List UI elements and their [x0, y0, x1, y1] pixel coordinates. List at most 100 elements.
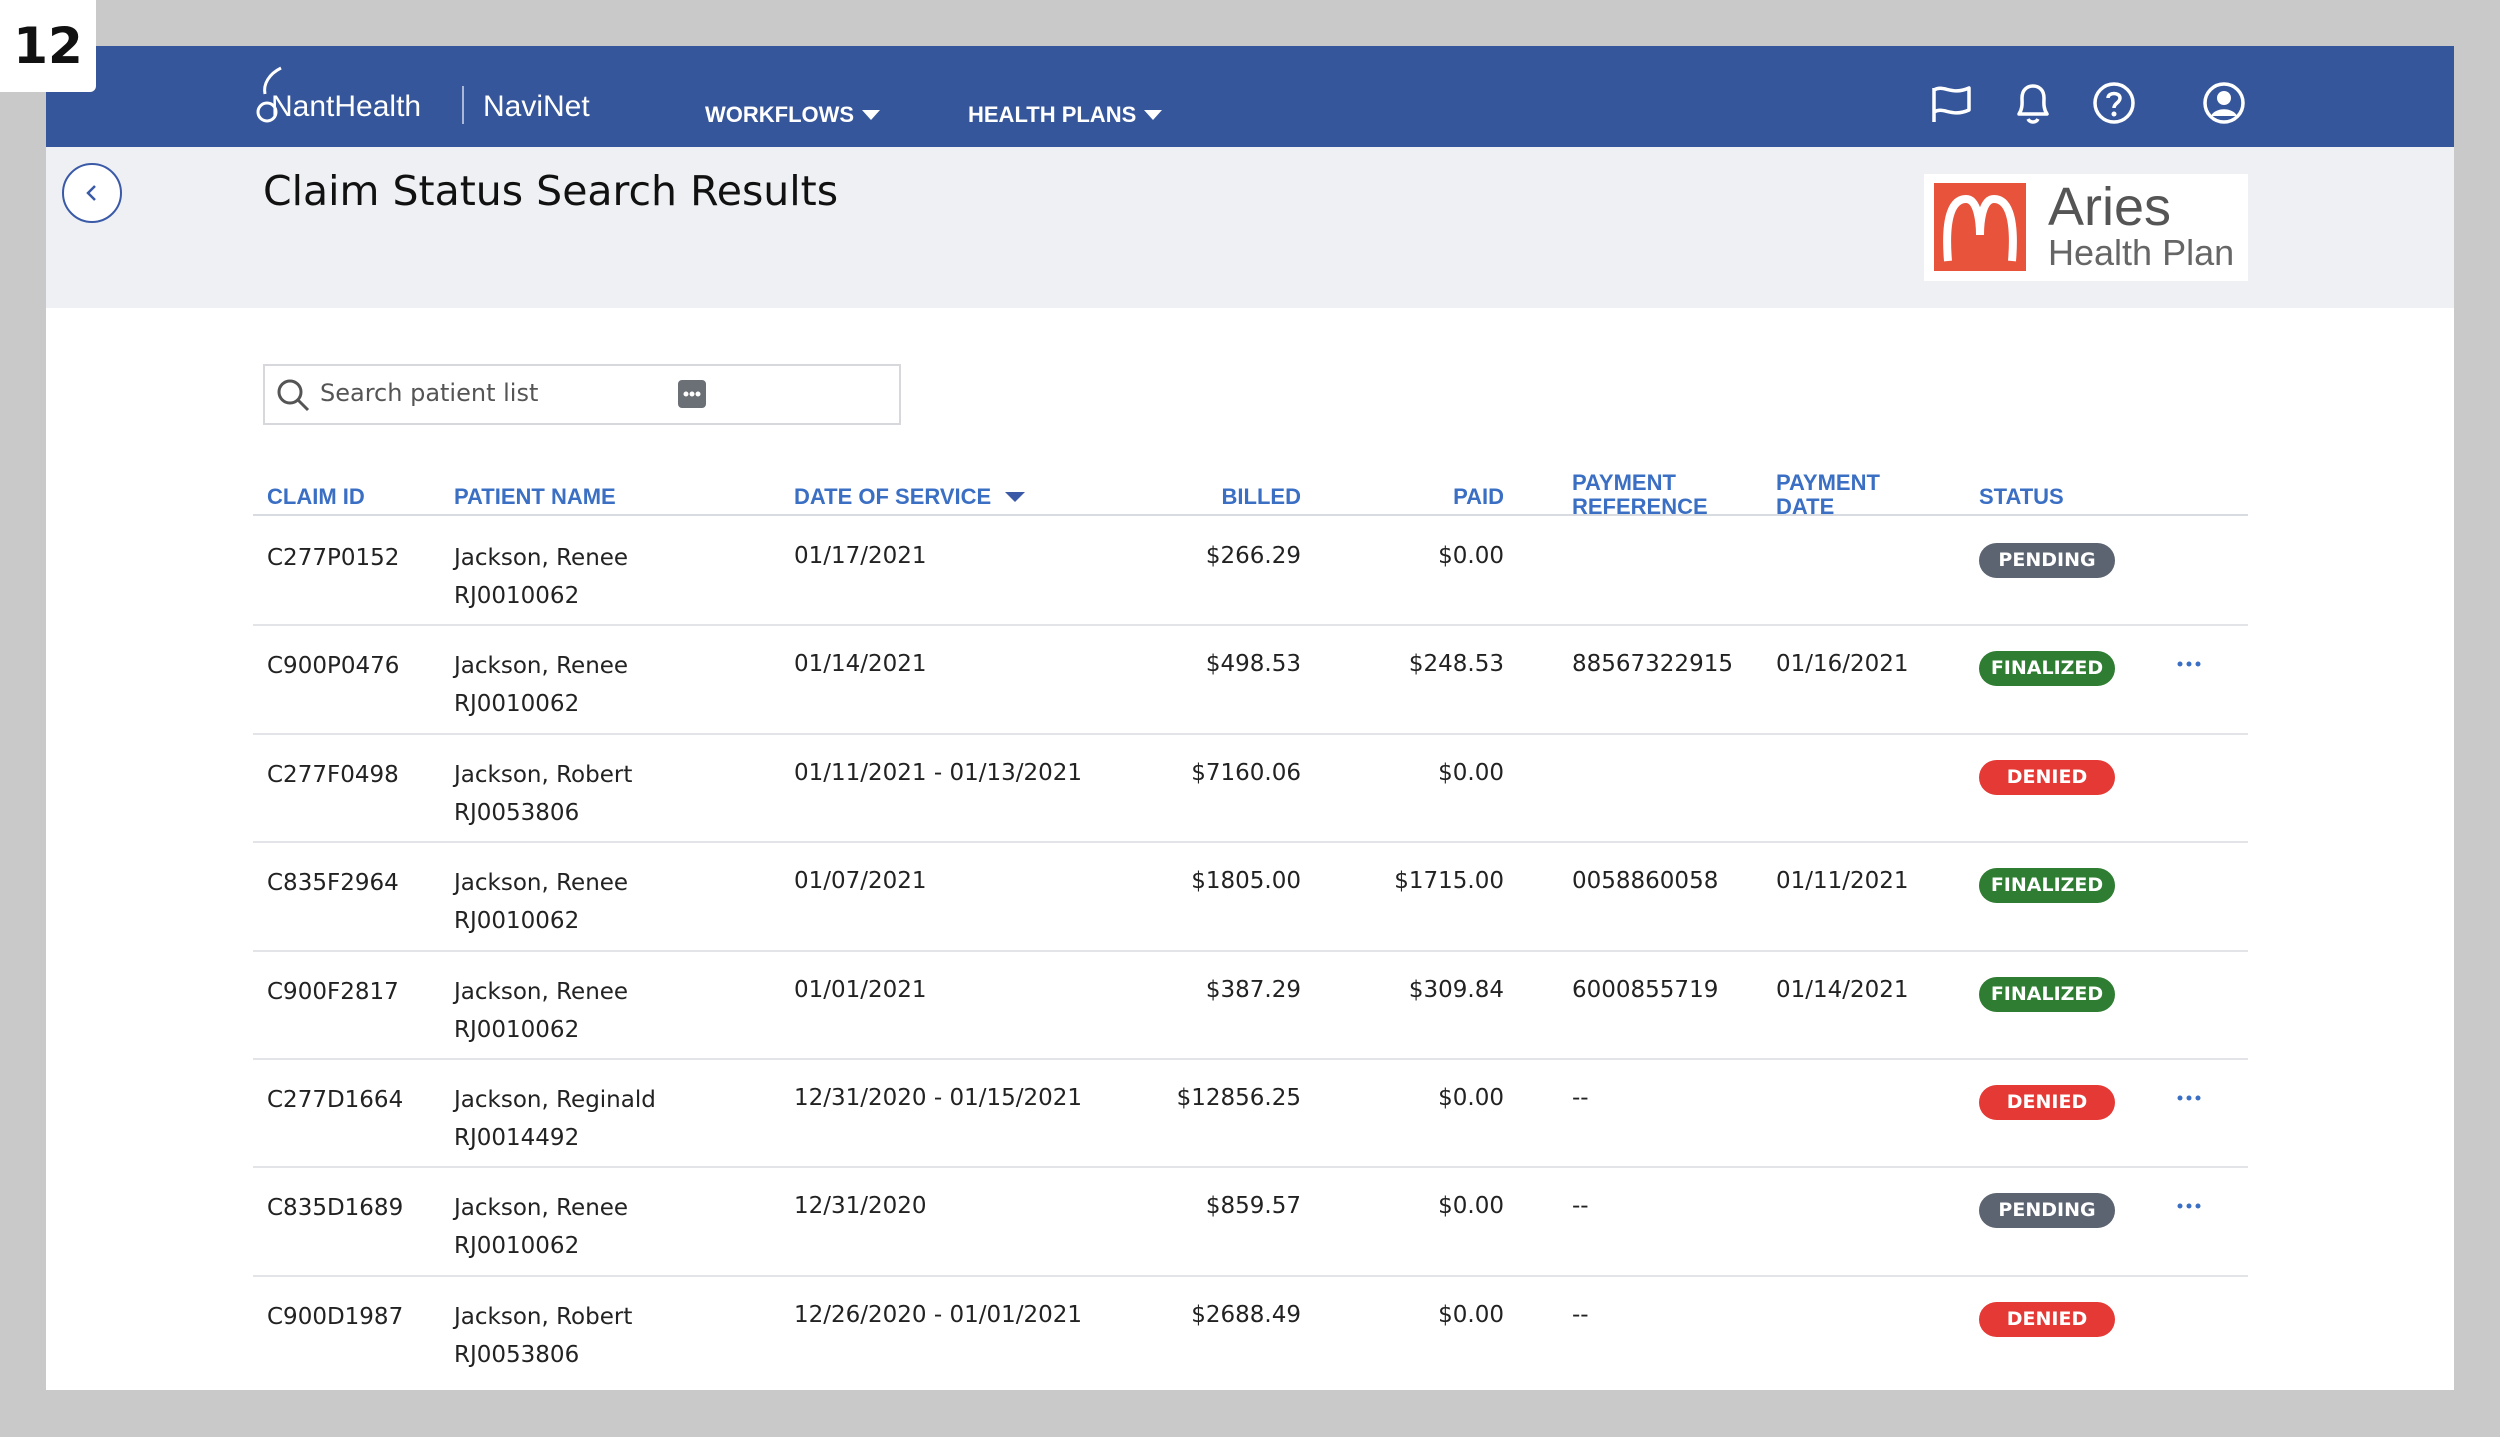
cell-member-id: RJ0010062 — [454, 583, 580, 609]
caret — [862, 110, 881, 120]
nav-health-plans[interactable]: HEALTH PLANS — [968, 102, 1164, 128]
account-icon[interactable] — [2201, 80, 2247, 126]
cell-date: 01/14/2021 — [794, 651, 927, 678]
bell-icon[interactable] — [2011, 80, 2055, 126]
plan-logo: Aries Health Plan — [1924, 174, 2248, 281]
cell-billed: $859.57 — [1205, 1193, 1301, 1220]
cell-billed: $387.29 — [1205, 976, 1301, 1003]
cell-member-id: RJ0010062 — [454, 908, 580, 935]
cell-paid: $0.00 — [1438, 1193, 1504, 1220]
cell-patient: Jackson, Renee — [454, 545, 629, 571]
cell-paid: $0.00 — [1438, 759, 1504, 786]
cell-member-id: RJ0053806 — [454, 1341, 580, 1368]
header-rule — [253, 514, 2248, 516]
cell-patient: Jackson, Renee — [454, 1195, 629, 1222]
search-options[interactable] — [678, 380, 706, 408]
cell-patient: Jackson, Renee — [454, 870, 629, 897]
cell-member-id: RJ0010062 — [454, 1016, 580, 1043]
cell-date: 12/26/2020 - 01/01/2021 — [794, 1301, 1083, 1328]
menu-dots — [2177, 661, 2201, 667]
cell-billed: $7160.06 — [1191, 759, 1301, 786]
cell-paid: $0.00 — [1438, 1301, 1504, 1328]
row-rule — [253, 732, 2248, 735]
status-badge: PENDING — [1979, 1193, 2115, 1229]
row-rule — [253, 1274, 2248, 1277]
row-menu[interactable] — [2174, 1088, 2204, 1108]
help-icon[interactable] — [2091, 80, 2137, 126]
menu-dots — [2177, 1203, 2201, 1209]
cell-claim-id: C277D1664 — [267, 1087, 404, 1113]
search-placeholder: Search patient list — [320, 379, 539, 407]
cell-paid: $0.00 — [1438, 543, 1504, 569]
column-header: PAYMENT DATE — [1776, 470, 1880, 519]
status-badge: FINALIZED — [1979, 651, 2115, 687]
status-badge: PENDING — [1979, 543, 2115, 578]
cell-patient: Jackson, Renee — [454, 978, 629, 1005]
row-rule — [253, 841, 2248, 844]
cell-billed: $266.29 — [1205, 543, 1301, 569]
cell-patient: Jackson, Reginald — [454, 1087, 656, 1113]
cell-claim-id: C900F2817 — [267, 978, 399, 1005]
cell-billed: $12856.25 — [1176, 1085, 1301, 1111]
cell-reference: 0058860058 — [1572, 868, 1719, 895]
cell-billed: $498.53 — [1205, 651, 1301, 678]
column-header: BILLED — [1221, 484, 1301, 509]
cell-claim-id: C277F0498 — [267, 761, 399, 788]
cell-patient: Jackson, Renee — [454, 653, 629, 680]
cell-date: 01/01/2021 — [794, 976, 927, 1003]
cell-reference: -- — [1572, 1301, 1589, 1328]
page-header: Claim Status Search Results Aries Health… — [46, 147, 2454, 308]
cell-paid: $1715.00 — [1394, 868, 1504, 895]
logo-swoosh — [256, 66, 282, 123]
cell-reference: -- — [1572, 1085, 1589, 1111]
cell-claim-id: C900D1987 — [267, 1303, 404, 1330]
sort-indicator — [1005, 492, 1026, 502]
cell-patient: Jackson, Robert — [454, 1303, 633, 1330]
cell-member-id: RJ0010062 — [454, 691, 580, 718]
divider — [462, 86, 464, 124]
cell-date: 01/11/2021 - 01/13/2021 — [794, 759, 1083, 786]
flag-icon[interactable] — [1929, 82, 1975, 126]
menu-dots — [2177, 1095, 2201, 1101]
cell-claim-id: C835D1689 — [267, 1195, 404, 1222]
nav-label: WORKFLOWS — [705, 102, 855, 127]
cell-reference: -- — [1572, 1193, 1589, 1220]
cell-claim-id: C900P0476 — [267, 653, 400, 680]
cell-claim-id: C835F2964 — [267, 870, 399, 897]
column-header: PAYMENT REFERENCE — [1572, 470, 1708, 519]
cell-claim-id: C277P0152 — [267, 545, 400, 571]
row-rule — [253, 624, 2248, 627]
cell-member-id: RJ0010062 — [454, 1233, 580, 1260]
status-badge: DENIED — [1979, 759, 2115, 795]
cell-date: 01/07/2021 — [794, 868, 927, 895]
row-rule — [253, 949, 2248, 952]
product: NaviNet — [483, 90, 590, 123]
column-header[interactable]: DATE OF SERVICE — [794, 485, 1029, 509]
page-title: Claim Status Search Results — [263, 167, 839, 215]
row-rule — [253, 1166, 2248, 1169]
cell-reference: 88567322915 — [1572, 651, 1733, 678]
cell-patient: Jackson, Robert — [454, 761, 633, 788]
status-badge: FINALIZED — [1979, 868, 2115, 904]
row-rule — [253, 1058, 2248, 1060]
cell-member-id: RJ0014492 — [454, 1125, 580, 1151]
status-badge: DENIED — [1979, 1085, 2115, 1120]
nav-workflows[interactable]: WORKFLOWS — [705, 102, 882, 128]
cell-date: 12/31/2020 - 01/15/2021 — [794, 1085, 1083, 1111]
row-menu[interactable] — [2174, 1196, 2204, 1216]
cell-payment-date: 01/14/2021 — [1776, 976, 1909, 1003]
search-box[interactable]: Search patient list — [263, 364, 901, 425]
cell-paid: $248.53 — [1408, 651, 1504, 678]
back-button[interactable] — [61, 162, 123, 224]
brand: NantHealth — [271, 90, 422, 123]
search-icon — [277, 379, 310, 412]
column-header: STATUS — [1979, 484, 2064, 509]
cell-reference: 6000855719 — [1572, 976, 1719, 1003]
column-header: CLAIM ID — [267, 484, 365, 509]
row-menu[interactable] — [2174, 654, 2204, 674]
caret — [1144, 110, 1163, 120]
app-window: NantHealth NaviNet WORKFLOWS HEALTH PLAN… — [46, 46, 2454, 1390]
nav-label: HEALTH PLANS — [968, 102, 1137, 127]
cell-date: 12/31/2020 — [794, 1193, 927, 1220]
